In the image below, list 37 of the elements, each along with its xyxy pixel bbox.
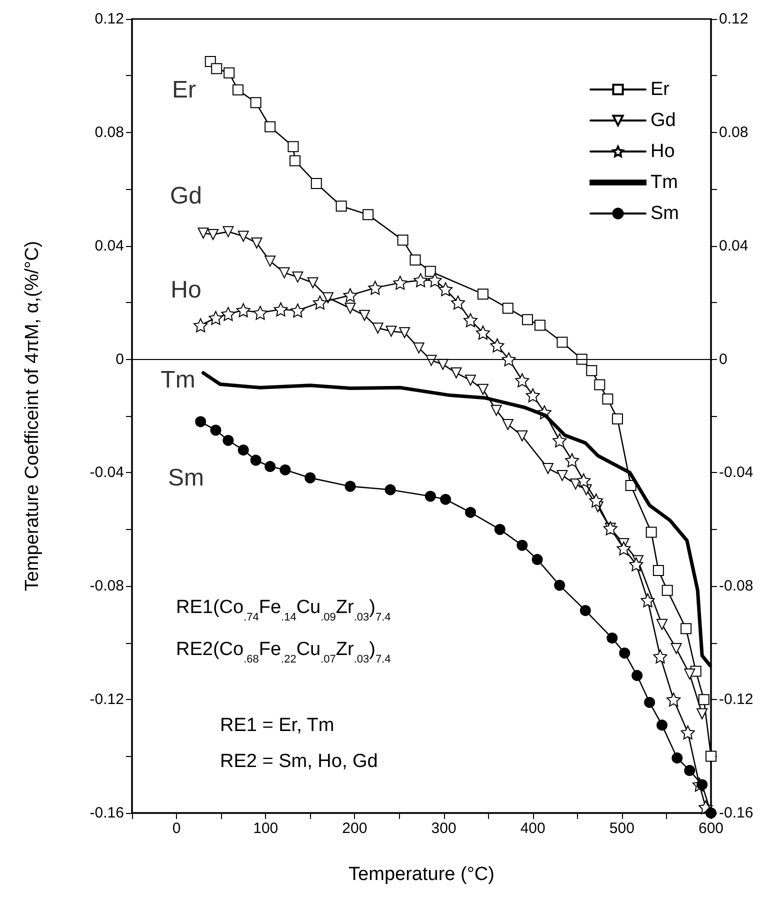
y2-tick-label: 0 xyxy=(719,350,728,368)
y-axis-title: Temperature Coefficeint of 4πM, α,(%/°C) xyxy=(22,240,43,592)
x-tick-label: 600 xyxy=(698,820,724,837)
y-tick-label: -0.08 xyxy=(90,578,124,595)
x-tick-label: 0 xyxy=(172,820,181,837)
y2-tick-label: -0.08 xyxy=(719,578,754,595)
y2-tick-label: -0.16 xyxy=(719,804,754,822)
x-axis-title: Temperature (°C) xyxy=(348,864,494,885)
y-tick-label: 0.08 xyxy=(94,124,124,141)
legend-label: Tm xyxy=(650,172,678,193)
annotation: Tm xyxy=(160,366,196,394)
x-tick-label: 300 xyxy=(431,820,456,837)
annotation: Ho xyxy=(170,276,202,304)
annotation: Sm xyxy=(168,464,204,492)
annotation: Gd xyxy=(170,182,202,210)
legend-label: Er xyxy=(650,79,670,100)
y-tick-label: -0.16 xyxy=(90,804,124,822)
legend-label: Sm xyxy=(650,203,679,224)
y2-tick-label: -0.04 xyxy=(719,464,754,482)
annotation: RE1 = Er, Tm xyxy=(220,715,334,736)
y2-tick-label: 0.12 xyxy=(719,10,748,28)
y2-tick-label: 0.08 xyxy=(719,124,748,141)
y-tick-label: -0.04 xyxy=(90,464,124,482)
x-tick-label: 200 xyxy=(342,820,368,837)
legend-label: Gd xyxy=(650,110,676,131)
y-tick-label: 0 xyxy=(116,350,124,368)
x-tick-label: 400 xyxy=(520,820,546,837)
x-tick-label: 500 xyxy=(609,820,634,837)
y2-tick-label: 0.04 xyxy=(719,237,748,254)
y-tick-label: 0.12 xyxy=(94,10,124,28)
annotation: Er xyxy=(172,76,196,104)
legend-label: Ho xyxy=(650,141,675,162)
annotation: RE2 = Sm, Ho, Gd xyxy=(220,751,378,772)
x-tick-label: 100 xyxy=(253,820,278,837)
y-tick-label: -0.12 xyxy=(90,691,124,708)
y2-tick-label: -0.12 xyxy=(719,691,754,708)
y-tick-label: 0.04 xyxy=(94,237,124,254)
